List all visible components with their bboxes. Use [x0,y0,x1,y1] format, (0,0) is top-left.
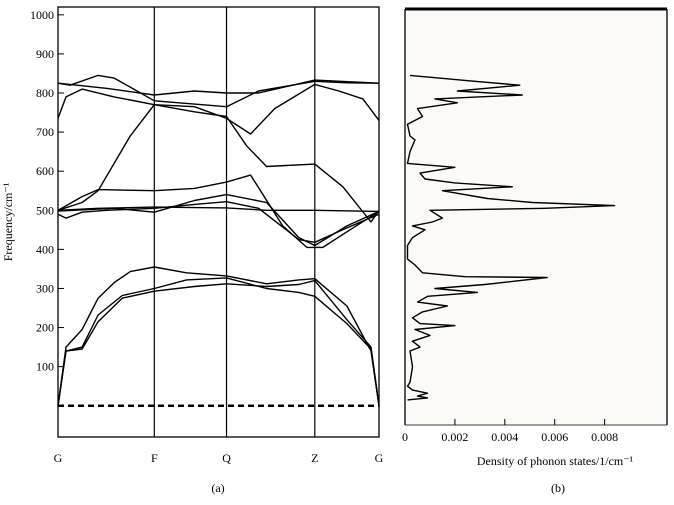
panel-b-label: (b) [551,481,565,495]
panel-b-x-tick-label: 0.006 [541,430,568,444]
phonon-band-b5 [57,193,380,247]
symmetry-point-label: G [54,451,63,465]
panel-a-y-tick-label: 700 [36,125,54,139]
phonon-band-b9 [57,83,380,135]
panel-b-x-tick-label: 0.008 [591,430,618,444]
panel-b-x-ticks: 0 0.002 0.004 0.006 0.008 [402,419,618,444]
panel-a-y-axis-label: Frequency/cm⁻¹ [1,182,15,261]
symmetry-point-label: F [151,451,158,465]
panel-a-y-tick-label: 900 [36,47,54,61]
panel-a-y-tick-label: 100 [36,360,54,374]
phonon-band-b1 [57,266,380,406]
dos-curve [406,74,616,401]
panel-a-y-tick-label: 500 [36,203,54,217]
panel-a-y-ticks: 100 200 300 400 500 600 700 800 900 1000 [30,8,64,374]
symmetry-point-label: G [375,451,384,465]
panel-a-y-tick-label: 800 [36,86,54,100]
phonon-band-b8 [57,103,380,223]
symmetry-point-label: Z [311,451,318,465]
panel-b-background [405,9,667,425]
panel-a-series [57,74,380,406]
panel-b-x-tick-label: 0.002 [441,430,468,444]
phonon-band-b2 [57,277,380,406]
panel-a-y-tick-label: 600 [36,164,54,178]
phonon-band-b11 [57,79,380,96]
panel-a-label: (a) [211,481,224,495]
phonon-band-b10 [57,74,380,108]
phonon-band-b4 [57,200,380,244]
phonon-band-b7 [57,174,380,249]
phonon-band-b3 [57,279,380,406]
panel-a-symmetry-lines [153,7,316,437]
symmetry-point-label: Q [222,451,231,465]
panel-a-y-tick-label: 200 [36,321,54,335]
panel-a-y-tick-label: 400 [36,242,54,256]
panel-a-y-tick-label: 1000 [30,8,54,22]
panel-b-x-tick-label: 0.004 [491,430,518,444]
panel-b-x-tick-label: 0 [402,430,408,444]
phonon-band-b6 [57,206,380,213]
panel-b-x-axis-label: Density of phonon states/1/cm⁻¹ [477,454,634,468]
panel-a-frame [57,6,380,438]
panel-a-y-tick-label: 300 [36,281,54,295]
panel-b-series [406,74,616,401]
